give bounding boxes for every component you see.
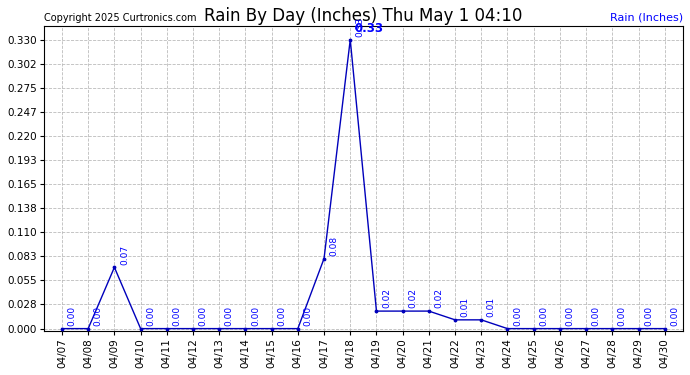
Text: 0.00: 0.00 <box>251 306 260 326</box>
Text: 0.00: 0.00 <box>68 306 77 326</box>
Title: Rain By Day (Inches) Thu May 1 04:10: Rain By Day (Inches) Thu May 1 04:10 <box>204 7 522 25</box>
Text: 0.01: 0.01 <box>487 297 496 317</box>
Text: 0.00: 0.00 <box>618 306 627 326</box>
Text: 0.02: 0.02 <box>382 288 391 308</box>
Text: 0.02: 0.02 <box>435 288 444 308</box>
Text: Rain (Inches): Rain (Inches) <box>610 13 683 23</box>
Text: 0.00: 0.00 <box>199 306 208 326</box>
Text: 0.08: 0.08 <box>330 236 339 256</box>
Text: 0.02: 0.02 <box>408 288 417 308</box>
Text: 0.00: 0.00 <box>225 306 234 326</box>
Text: 0.00: 0.00 <box>540 306 549 326</box>
Text: 0.00: 0.00 <box>670 306 679 326</box>
Text: 0.00: 0.00 <box>146 306 155 326</box>
Text: 0.00: 0.00 <box>644 306 653 326</box>
Text: 0.00: 0.00 <box>277 306 286 326</box>
Text: 0.00: 0.00 <box>565 306 575 326</box>
Text: 0.00: 0.00 <box>591 306 601 326</box>
Text: 0.07: 0.07 <box>120 244 129 264</box>
Text: 0.33: 0.33 <box>356 17 365 37</box>
Text: 0.00: 0.00 <box>513 306 522 326</box>
Text: 0.00: 0.00 <box>94 306 103 326</box>
Text: 0.00: 0.00 <box>304 306 313 326</box>
Text: 0.01: 0.01 <box>461 297 470 317</box>
Text: 0.00: 0.00 <box>172 306 181 326</box>
Text: Copyright 2025 Curtronics.com: Copyright 2025 Curtronics.com <box>43 13 196 23</box>
Text: 0.33: 0.33 <box>355 22 384 36</box>
